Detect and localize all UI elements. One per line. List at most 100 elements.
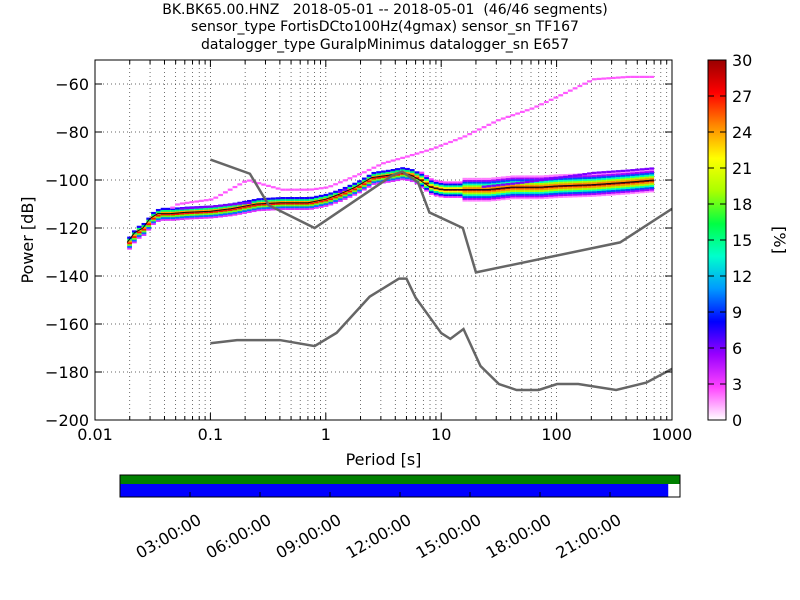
psd-cell <box>290 198 295 201</box>
psd-cell <box>539 191 544 194</box>
psd-cell <box>261 183 267 186</box>
colorbar-tick-label: 18 <box>732 195 752 214</box>
psd-cell <box>548 196 554 199</box>
psd-cell <box>314 206 319 209</box>
psd-cell <box>333 190 338 193</box>
psd-cell <box>515 193 520 196</box>
psd-cell <box>266 208 271 211</box>
psd-cell <box>131 237 137 240</box>
psd-cell <box>543 191 549 194</box>
psd-cell <box>634 187 640 191</box>
psd-cell <box>256 207 262 210</box>
psd-cell <box>199 213 204 216</box>
psd-cell <box>357 185 362 188</box>
psd-cell <box>361 179 367 182</box>
psd-cell <box>476 186 482 189</box>
psd-cell <box>476 199 482 202</box>
psd-cell <box>428 190 434 194</box>
psd-cell <box>199 216 204 219</box>
psd-cell <box>222 191 228 194</box>
psd-cell <box>606 77 612 80</box>
psd-cell <box>270 186 276 189</box>
psd-cell <box>644 75 650 78</box>
psd-cell <box>567 191 573 195</box>
psd-cell <box>299 207 305 210</box>
psd-cell <box>481 126 487 129</box>
psd-cell <box>299 202 305 205</box>
psd-cell <box>184 212 190 215</box>
psd-cell <box>275 187 281 190</box>
psd-cell <box>558 177 564 180</box>
psd-cell <box>596 178 602 181</box>
psd-cell <box>136 227 142 230</box>
psd-cell <box>366 168 372 172</box>
psd-cell <box>582 191 588 194</box>
psd-cell <box>644 185 650 188</box>
psd-cell <box>563 182 568 186</box>
psd-cell <box>165 216 171 219</box>
psd-cell <box>357 173 362 176</box>
psd-cell <box>309 196 314 199</box>
psd-cell <box>285 202 291 205</box>
psd-cell <box>203 209 209 212</box>
psd-cell <box>606 177 612 180</box>
psd-cell <box>634 168 640 171</box>
psd-cell <box>606 170 612 173</box>
psd-cell <box>591 192 597 195</box>
psd-cell <box>318 196 324 199</box>
psd-cell <box>601 181 607 184</box>
psd-cell <box>491 195 497 198</box>
psd-cell <box>261 201 267 204</box>
psd-cell <box>366 180 372 183</box>
psd-cell <box>529 189 535 192</box>
psd-cell <box>639 183 645 187</box>
psd-cell <box>611 191 616 194</box>
psd-cell <box>151 219 156 222</box>
high-noise-model-line <box>209 158 672 274</box>
psd-cell <box>184 208 190 211</box>
psd-cell <box>448 192 453 195</box>
psd-cell <box>314 199 319 202</box>
psd-cell <box>199 206 204 209</box>
psd-cell <box>634 173 640 176</box>
psd-cell <box>151 213 156 216</box>
psd-cell <box>438 193 444 196</box>
psd-cell <box>558 186 564 189</box>
psd-cell <box>572 195 578 198</box>
psd-cell <box>318 200 324 203</box>
psd-cell <box>385 175 391 178</box>
psd-cell <box>606 191 612 194</box>
psd-cell <box>577 187 583 191</box>
psd-cell <box>151 220 156 224</box>
psd-cell <box>433 185 439 188</box>
psd-cell <box>539 180 544 183</box>
psd-cell <box>395 175 401 178</box>
psd-cell <box>199 214 204 218</box>
psd-cell <box>400 177 406 181</box>
psd-cell <box>591 181 597 185</box>
psd-cell <box>572 193 578 196</box>
psd-cell <box>496 193 501 196</box>
colorbar-label: [%] <box>770 226 789 254</box>
psd-cell <box>328 203 334 206</box>
psd-cell <box>510 177 516 180</box>
psd-cell <box>510 191 516 194</box>
y-tick-label: −100 <box>45 171 89 190</box>
psd-cell <box>246 208 252 212</box>
psd-cell <box>194 200 200 203</box>
psd-cell <box>285 197 291 200</box>
psd-cell <box>467 183 473 186</box>
psd-cell <box>510 184 516 187</box>
psd-cell <box>611 193 616 196</box>
psd-cell <box>615 185 621 188</box>
psd-cell <box>170 211 176 214</box>
psd-cell <box>606 179 612 182</box>
psd-cell <box>199 207 204 210</box>
psd-cell <box>505 177 511 180</box>
psd-cell <box>625 174 631 177</box>
psd-cell <box>381 172 386 175</box>
psd-cell <box>591 190 597 194</box>
psd-cell <box>472 179 477 182</box>
psd-cell <box>611 186 616 189</box>
psd-cell <box>127 240 132 243</box>
